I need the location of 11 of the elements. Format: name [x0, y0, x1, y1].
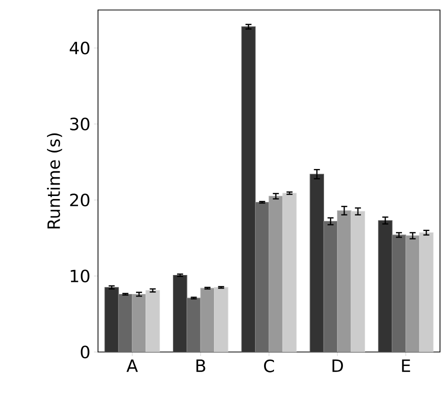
y-tick-label: 20: [70, 194, 90, 206]
x-tick-label: D: [332, 360, 343, 372]
x-tick-label: A: [126, 360, 138, 372]
y-tick-label: 40: [70, 42, 90, 54]
y-tick-label: 30: [70, 118, 90, 130]
y-tick-label: 0: [80, 346, 90, 358]
y-tick-label: 10: [70, 270, 90, 282]
x-tick-label: B: [196, 360, 206, 372]
y-axis-title: Runtime (s): [46, 133, 62, 228]
x-tick-label: E: [402, 360, 410, 372]
x-tick-label: C: [264, 360, 274, 372]
